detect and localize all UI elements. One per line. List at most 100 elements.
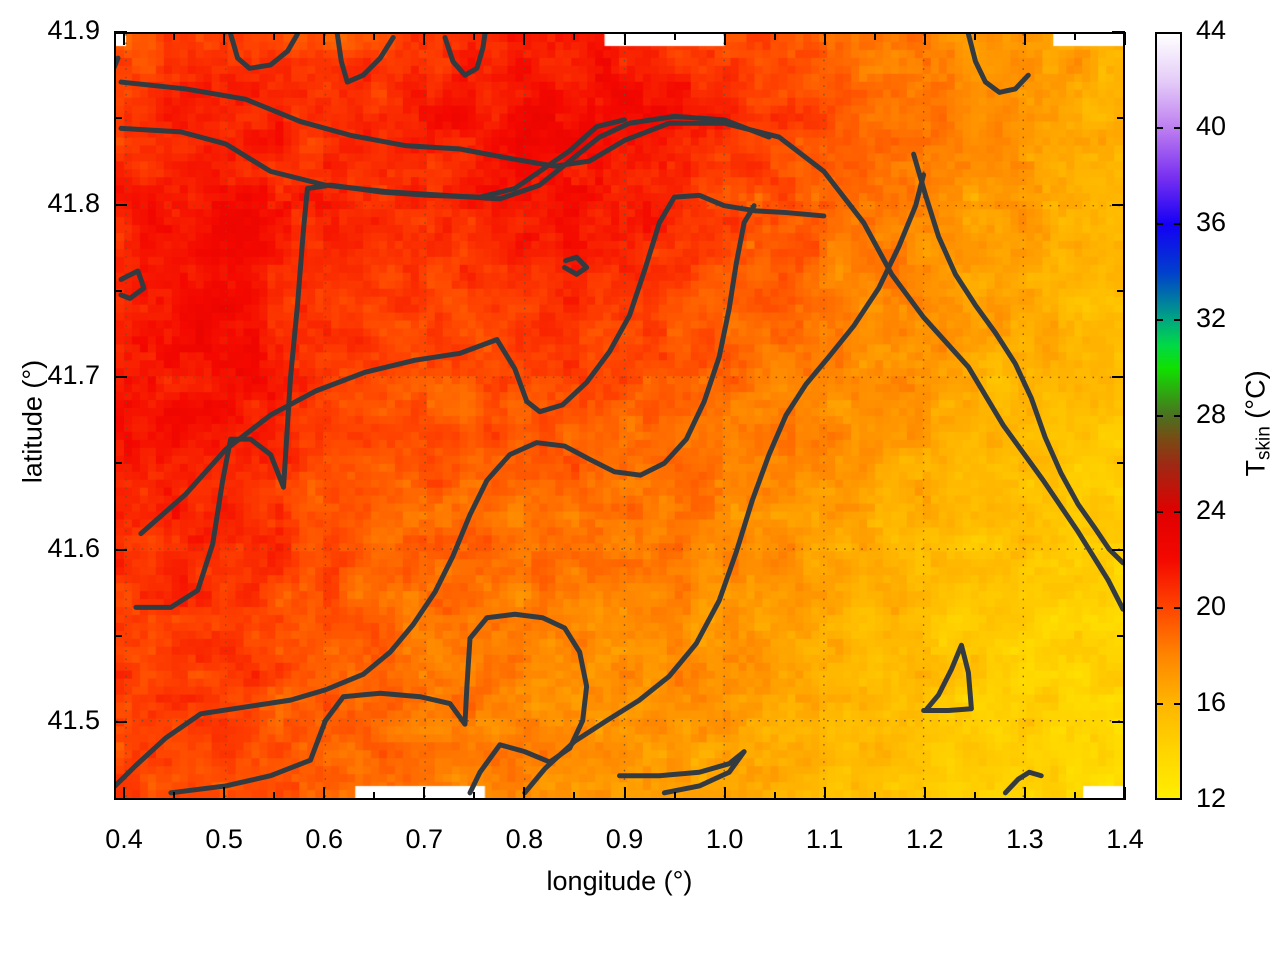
x-tick-major-top — [323, 32, 326, 45]
colorbar-tick — [1174, 319, 1182, 321]
x-tick-label: 0.8 — [505, 824, 544, 854]
x-tick-major — [723, 787, 726, 800]
y-tick-minor-right — [1117, 462, 1125, 465]
x-tick-minor-top — [873, 32, 876, 40]
colorbar-tick — [1174, 415, 1182, 417]
x-tick-label: 1.0 — [705, 824, 744, 854]
colorbar-tick-label: 36 — [1196, 207, 1227, 237]
x-tick-major — [423, 787, 426, 800]
colorbar-tick-label: 40 — [1196, 111, 1227, 141]
y-tick-label: 41.7 — [47, 360, 100, 391]
y-tick-major-right — [1112, 31, 1125, 33]
colorbar-tick — [1155, 511, 1163, 513]
x-tick-minor — [273, 792, 276, 800]
x-tick-major — [1023, 787, 1026, 800]
y-tick-minor — [114, 635, 122, 638]
x-tick-label: 0.7 — [405, 824, 444, 854]
x-tick-minor — [373, 792, 376, 800]
x-axis-title: longitude (°) — [546, 866, 693, 896]
y-tick-major-right — [1112, 376, 1125, 379]
x-tick-label: 0.9 — [605, 824, 644, 854]
y-tick-minor-right — [1117, 117, 1125, 120]
colorbar-tick-label: 12 — [1196, 783, 1227, 813]
x-tick-label: 1.4 — [1106, 824, 1144, 854]
heatmap-raster — [116, 34, 1123, 798]
colorbar-tick-label: 24 — [1196, 495, 1227, 525]
x-tick-minor-top — [173, 32, 176, 40]
y-tick-major — [114, 376, 127, 379]
colorbar-tick — [1155, 319, 1163, 321]
x-tick-major-top — [423, 32, 426, 45]
x-tick-minor — [173, 792, 176, 800]
x-tick-major-top — [123, 32, 125, 45]
x-tick-major — [323, 787, 326, 800]
x-tick-minor — [573, 792, 576, 800]
x-tick-minor-top — [773, 32, 776, 40]
x-tick-minor-top — [573, 32, 576, 40]
y-tick-label: 41.9 — [47, 15, 100, 45]
colorbar-tick — [1174, 607, 1182, 609]
colorbar-tick-label: 28 — [1196, 399, 1227, 429]
colorbar-title-unit: (°C) — [1240, 370, 1271, 427]
x-tick-minor — [673, 792, 676, 800]
contour-lines — [116, 34, 1123, 796]
x-tick-label: 1.3 — [1006, 824, 1044, 854]
colorbar-tick — [1155, 127, 1163, 129]
y-tick-minor-right — [1117, 635, 1125, 638]
x-tick-label: 1.1 — [805, 824, 844, 854]
x-tick-major — [523, 787, 526, 800]
y-tick-major — [114, 203, 127, 206]
x-tick-major — [823, 787, 826, 800]
x-tick-minor — [773, 792, 776, 800]
x-tick-minor — [473, 792, 476, 800]
colorbar-tick-label: 44 — [1196, 15, 1227, 45]
x-tick-major-top — [1023, 32, 1026, 45]
y-tick-minor-right — [1117, 289, 1125, 292]
x-tick-label: 0.4 — [105, 824, 143, 854]
x-tick-major-top — [1124, 32, 1126, 45]
x-tick-major-top — [223, 32, 226, 45]
x-tick-minor-top — [973, 32, 976, 40]
x-tick-minor-top — [273, 32, 276, 40]
x-tick-minor-top — [673, 32, 676, 40]
colorbar-tick — [1174, 703, 1182, 705]
y-tick-minor — [114, 462, 122, 465]
y-tick-label: 41.8 — [47, 187, 100, 218]
x-tick-major — [623, 787, 626, 800]
x-tick-major — [923, 787, 926, 800]
colorbar-tick-label: 16 — [1196, 687, 1227, 717]
colorbar-tick-label: 20 — [1196, 591, 1227, 621]
x-tick-major — [123, 787, 125, 800]
x-tick-minor-top — [473, 32, 476, 40]
colorbar-title: Tskin (°C) — [1241, 223, 1276, 623]
x-tick-major — [223, 787, 226, 800]
colorbar-tick — [1174, 223, 1182, 225]
y-tick-minor — [114, 117, 122, 120]
x-tick-major-top — [923, 32, 926, 45]
x-tick-minor — [973, 792, 976, 800]
x-tick-label: 0.6 — [305, 824, 343, 854]
y-tick-major — [114, 31, 127, 33]
colorbar-title-main: T — [1240, 460, 1271, 477]
colorbar-title-subscript: skin — [1253, 426, 1275, 461]
x-tick-label: 0.5 — [205, 824, 243, 854]
colorbar-tick — [1155, 607, 1163, 609]
x-tick-minor — [1073, 792, 1076, 800]
y-tick-major — [114, 548, 127, 551]
x-tick-major-top — [623, 32, 626, 45]
colorbar-tick — [1155, 415, 1163, 417]
y-tick-label: 41.5 — [47, 705, 100, 736]
colorbar-tick — [1174, 511, 1182, 513]
x-tick-major-top — [823, 32, 826, 45]
colorbar-tick — [1155, 703, 1163, 705]
x-tick-major — [1124, 787, 1126, 800]
y-tick-label: 41.6 — [47, 532, 100, 563]
x-tick-minor-top — [1073, 32, 1076, 40]
y-tick-minor — [114, 289, 122, 292]
colorbar-tick-label: 32 — [1196, 303, 1227, 333]
x-tick-major-top — [523, 32, 526, 45]
x-tick-major-top — [723, 32, 726, 45]
x-tick-minor-top — [373, 32, 376, 40]
x-tick-minor — [873, 792, 876, 800]
